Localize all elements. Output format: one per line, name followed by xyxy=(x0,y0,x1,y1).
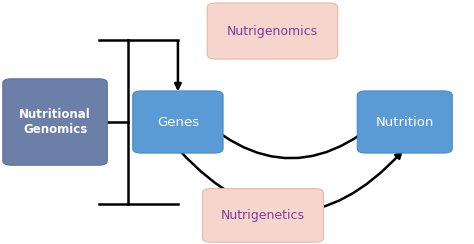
FancyBboxPatch shape xyxy=(207,3,337,59)
Text: Nutrigenomics: Nutrigenomics xyxy=(227,24,318,38)
FancyBboxPatch shape xyxy=(3,79,107,165)
Text: Nutritional
Genomics: Nutritional Genomics xyxy=(19,108,91,136)
Text: Nutrigenetics: Nutrigenetics xyxy=(221,209,305,222)
FancyBboxPatch shape xyxy=(357,91,452,153)
FancyBboxPatch shape xyxy=(202,189,323,242)
Text: Nutrition: Nutrition xyxy=(375,115,434,129)
Text: Genes: Genes xyxy=(157,115,199,129)
FancyBboxPatch shape xyxy=(133,91,223,153)
